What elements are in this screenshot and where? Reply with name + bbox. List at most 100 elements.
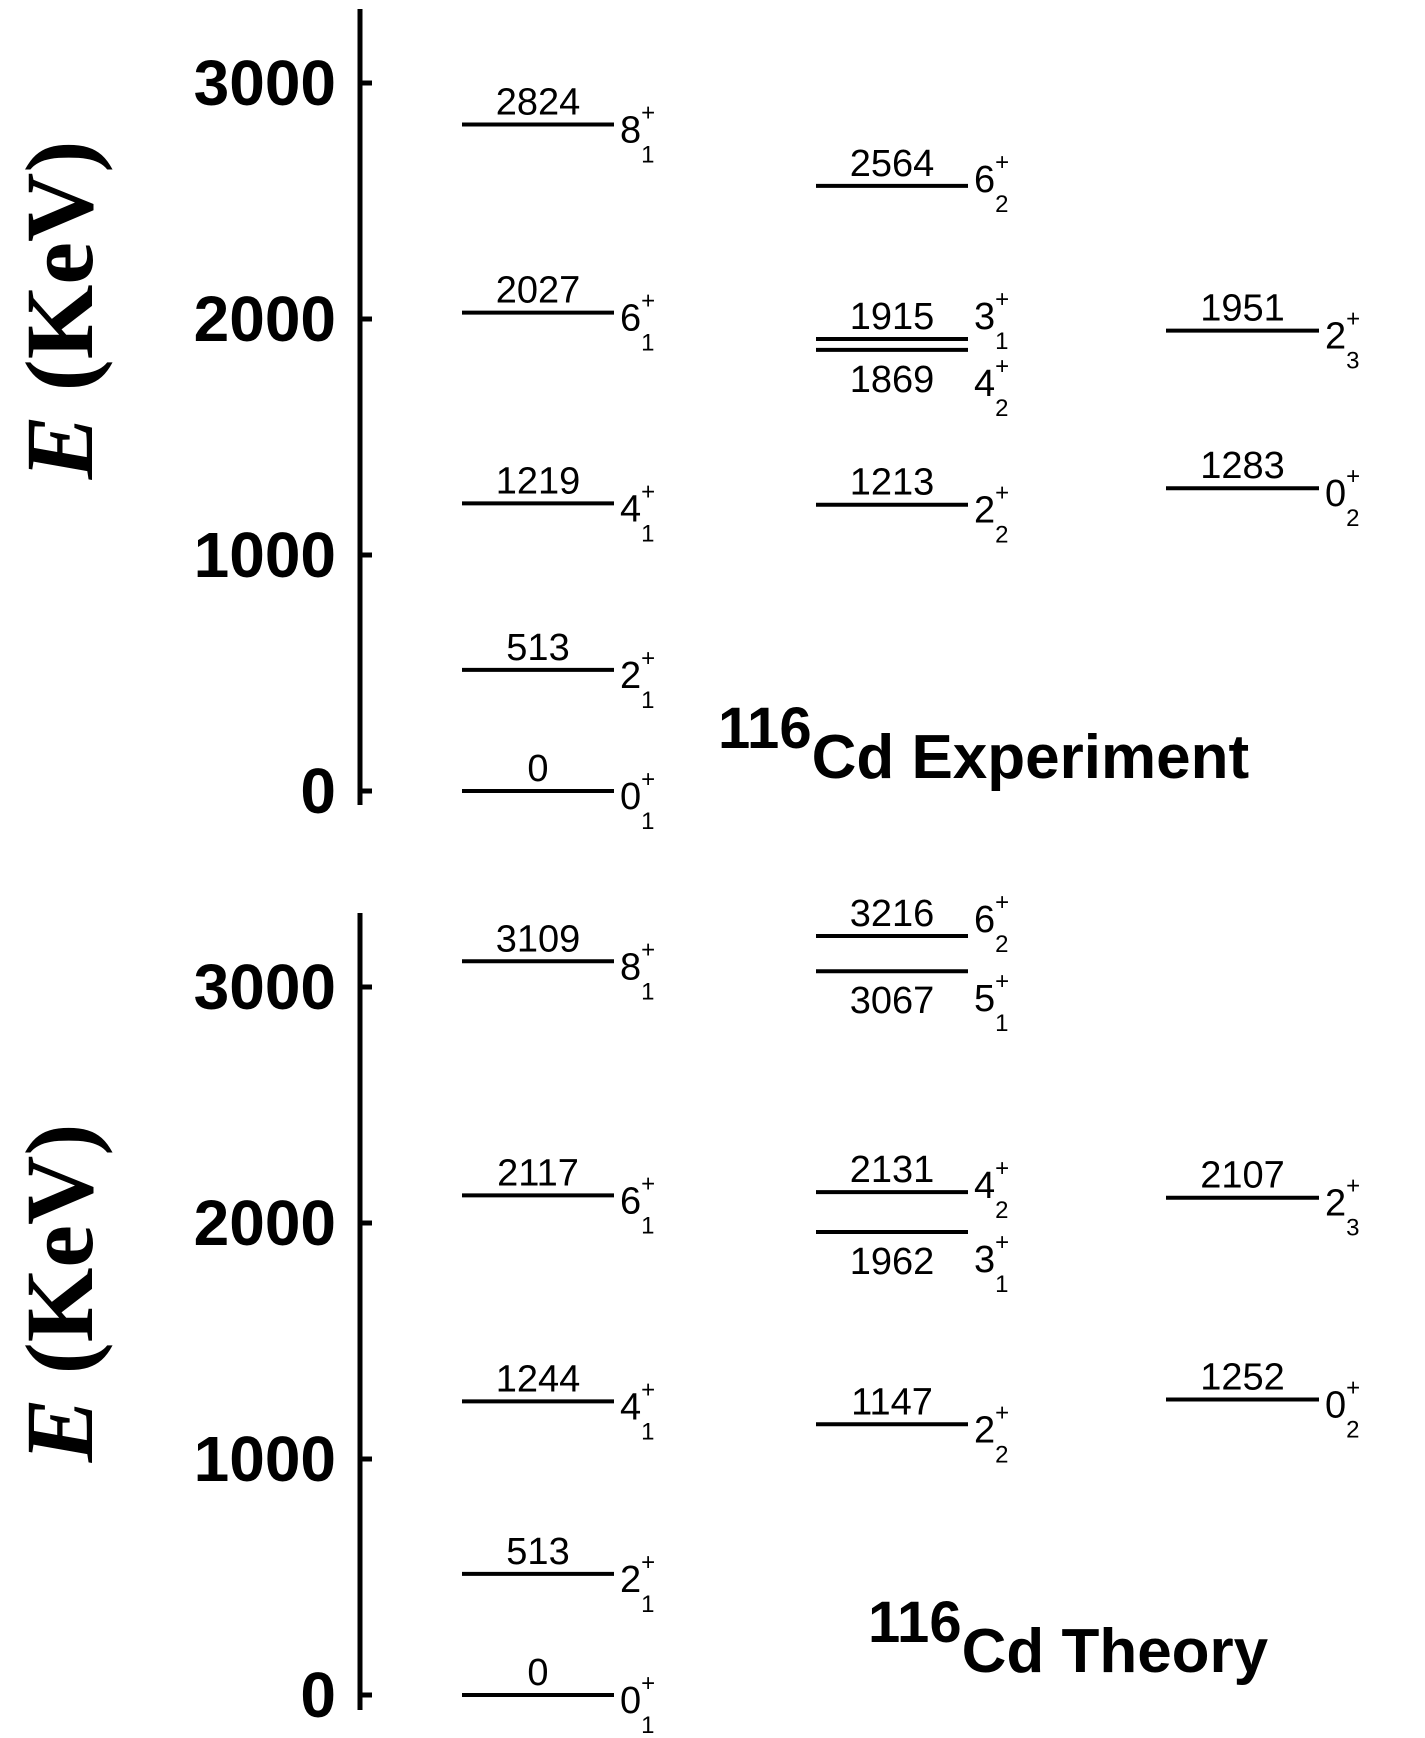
level-spin-label: 6+ 2: [974, 889, 1009, 958]
parity-superscript: +: [1346, 1173, 1360, 1200]
spin-value: 6: [974, 899, 995, 941]
energy-level: 2131 4+ 2: [816, 1149, 1009, 1224]
spin-value: 4: [974, 1165, 995, 1207]
energy-level: 1951 2+ 3: [1166, 288, 1360, 375]
index-subscript: 2: [1346, 505, 1359, 532]
level-energy-label: 2027: [496, 270, 581, 312]
level-energy-label: 513: [506, 627, 569, 669]
level-energy-label: 1283: [1200, 445, 1285, 487]
energy-level: 513 2+ 1: [462, 1531, 655, 1618]
mass-number: 116: [718, 696, 812, 761]
level-spin-label: 4+ 2: [974, 1155, 1009, 1224]
energy-level: 1244 4+ 1: [462, 1358, 655, 1445]
y-axis-title-unit: (KeV): [6, 1124, 113, 1399]
energy-level: 2564 6+ 2: [816, 143, 1009, 218]
level-energy-label: 1213: [850, 462, 935, 504]
level-energy-label: 513: [506, 1531, 569, 1573]
panel-title: 116Cd Theory: [868, 1590, 1269, 1686]
level-spin-label: 2+ 3: [1325, 1173, 1360, 1242]
level-energy-label: 1244: [496, 1358, 581, 1400]
parity-superscript: +: [995, 149, 1009, 176]
level-energy-label: 1219: [496, 460, 581, 502]
level-spin-label: 6+ 1: [620, 1170, 655, 1239]
y-tick-label: 0: [300, 1659, 336, 1731]
energy-level: 1915 3+ 1: [816, 286, 1009, 355]
spin-value: 2: [620, 1559, 641, 1601]
level-energy-label: 1962: [850, 1241, 935, 1283]
level-energy-label: 1951: [1200, 288, 1285, 330]
level-spin-label: 4+ 1: [620, 1376, 655, 1445]
spin-value: 0: [1325, 1385, 1346, 1427]
level-spin-label: 0+ 1: [620, 1670, 655, 1738]
spin-value: 3: [974, 1239, 995, 1281]
parity-superscript: +: [641, 936, 655, 963]
y-axis-title-symbol: E: [6, 1398, 113, 1463]
parity-superscript: +: [641, 1670, 655, 1697]
energy-level: 3067 5+ 1: [816, 968, 1009, 1037]
parity-superscript: +: [995, 1399, 1009, 1426]
spin-value: 3: [974, 296, 995, 338]
level-spin-label: 8+ 1: [620, 936, 655, 1005]
energy-level: 00+ 1: [462, 1652, 655, 1738]
spin-value: 2: [974, 490, 995, 532]
level-energy-label: 2131: [850, 1149, 935, 1191]
level-energy-label: 2117: [497, 1152, 579, 1194]
nucleus-label: Cd Experiment: [812, 723, 1250, 792]
index-subscript: 1: [641, 1712, 654, 1738]
y-axis-title: E (KeV): [6, 1124, 113, 1464]
index-subscript: 2: [995, 522, 1008, 549]
spin-value: 5: [974, 978, 995, 1020]
spin-value: 2: [1325, 316, 1346, 358]
level-energy-label: 1869: [850, 359, 935, 401]
level-energy-label: 1915: [850, 296, 935, 338]
energy-level: 2027 6+ 1: [462, 270, 655, 357]
spin-value: 8: [620, 946, 641, 988]
energy-level: 2107 2+ 3: [1166, 1155, 1360, 1242]
level-energy-label: 3067: [850, 980, 935, 1022]
energy-level: 513 2+ 1: [462, 627, 655, 714]
parity-superscript: +: [641, 478, 655, 505]
y-tick-label: 2000: [194, 1187, 336, 1259]
index-subscript: 3: [1346, 348, 1359, 375]
index-subscript: 1: [641, 1212, 654, 1239]
index-subscript: 1: [641, 1418, 654, 1445]
y-axis-title-symbol: E: [6, 415, 113, 480]
energy-level: 3109 8+ 1: [462, 918, 655, 1005]
level-energy-label: 1147: [851, 1381, 933, 1423]
index-subscript: 3: [1346, 1215, 1359, 1242]
parity-superscript: +: [995, 286, 1009, 313]
mass-number: 116: [868, 1590, 962, 1655]
y-axis-title-unit: (KeV): [6, 141, 113, 416]
index-subscript: 2: [995, 1197, 1008, 1224]
parity-superscript: +: [641, 1170, 655, 1197]
parity-superscript: +: [995, 480, 1009, 507]
parity-superscript: +: [1346, 1375, 1360, 1402]
index-subscript: 2: [995, 1441, 1008, 1468]
level-spin-label: 6+ 1: [620, 288, 655, 357]
level-spin-label: 0+ 2: [1325, 1375, 1360, 1444]
spin-value: 8: [620, 110, 641, 152]
parity-superscript: +: [995, 968, 1009, 995]
spin-value: 4: [620, 1386, 641, 1428]
level-energy-label: 2564: [850, 143, 935, 185]
index-subscript: 1: [641, 1591, 654, 1618]
level-spin-label: 2+ 3: [1325, 306, 1360, 375]
parity-superscript: +: [641, 100, 655, 127]
level-energy-label: 2107: [1200, 1155, 1285, 1197]
energy-level: 2117 6+ 1: [462, 1152, 655, 1239]
level-energy-label: 1252: [1200, 1357, 1285, 1399]
y-axis-title: E (KeV): [6, 141, 113, 481]
level-spin-label: 2+ 2: [974, 480, 1009, 549]
index-subscript: 1: [641, 978, 654, 1005]
parity-superscript: +: [995, 1155, 1009, 1182]
y-tick-label: 0: [300, 755, 336, 827]
spin-value: 2: [1325, 1183, 1346, 1225]
parity-superscript: +: [1346, 463, 1360, 490]
spin-value: 0: [620, 1680, 641, 1722]
energy-level: 1869 4+ 2: [816, 347, 1009, 422]
nucleus-label: Cd Theory: [962, 1617, 1269, 1686]
level-spin-label: 0+ 1: [620, 766, 655, 835]
